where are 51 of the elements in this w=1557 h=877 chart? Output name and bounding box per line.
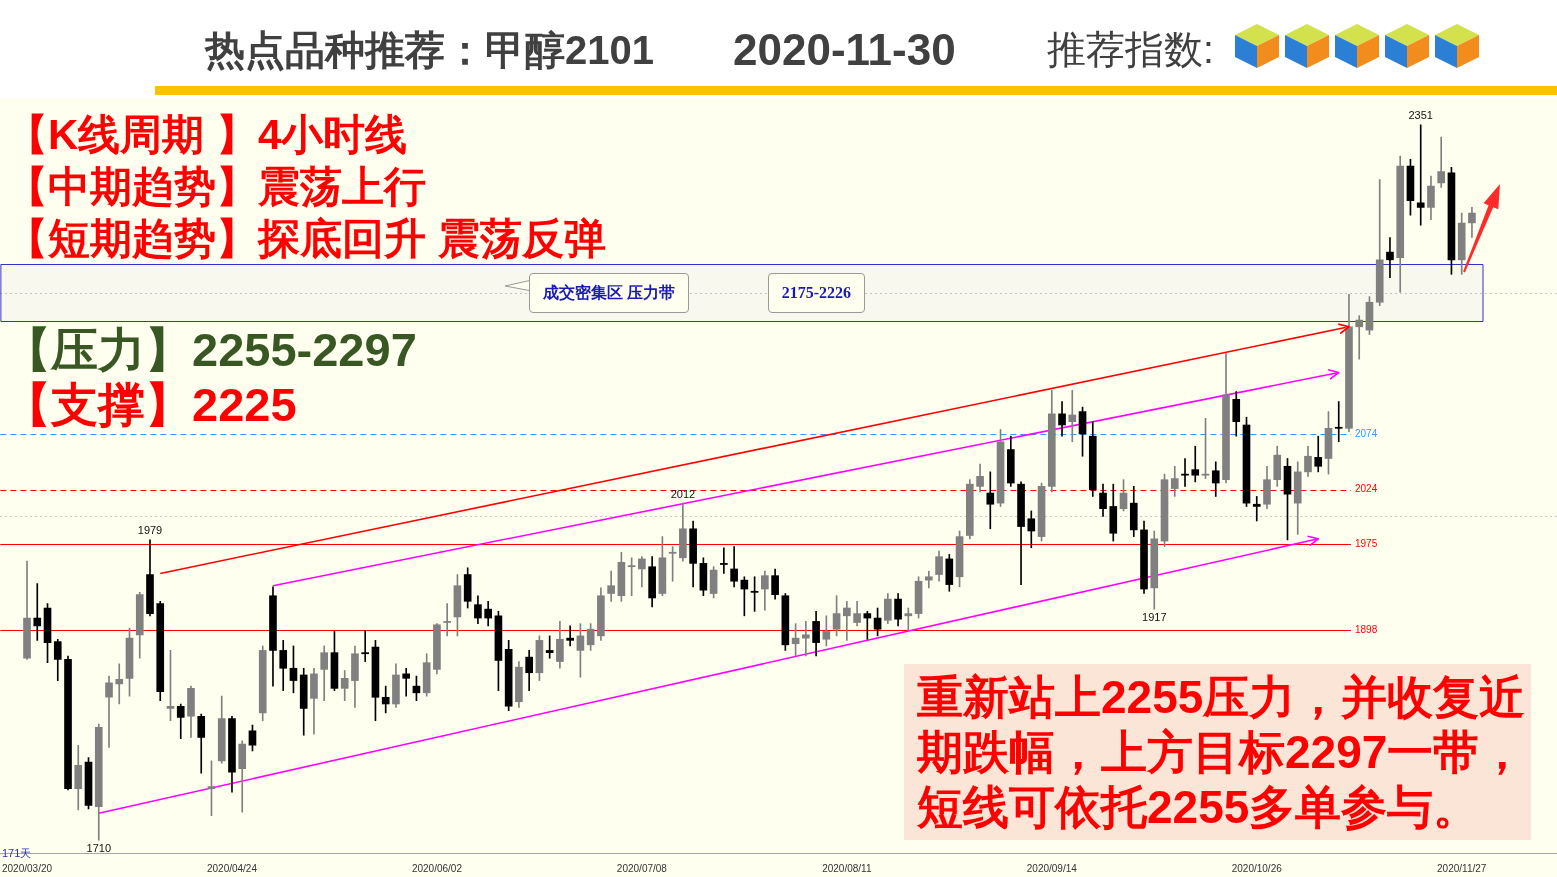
band-label: 成交密集区 压力带 bbox=[529, 272, 690, 313]
ref-line-label: 1898 bbox=[1354, 624, 1378, 636]
annotation: 2351 bbox=[1408, 109, 1433, 122]
annotation: 2175-2226 bbox=[767, 272, 866, 313]
candlestick bbox=[361, 630, 370, 662]
candlestick bbox=[1068, 390, 1077, 443]
candlestick bbox=[904, 607, 913, 631]
candlestick bbox=[1252, 496, 1261, 522]
chart-subtitle: 2020-11-30 bbox=[733, 25, 956, 75]
ref-line-label: 2074 bbox=[1354, 427, 1378, 439]
candlestick bbox=[1437, 136, 1446, 188]
x-tick-label: 2020/03/20 bbox=[1, 862, 53, 874]
candlestick bbox=[402, 667, 411, 697]
candlestick bbox=[33, 583, 42, 641]
annotation: 【短期趋势】探底回升 震荡反弹 bbox=[6, 215, 606, 263]
annotation: 【中期趋势】震荡上行 bbox=[6, 163, 426, 211]
candlestick bbox=[1191, 445, 1200, 483]
annotation: 1710 bbox=[86, 841, 111, 854]
annotation: 1917 bbox=[1142, 610, 1167, 623]
x-tick-label: 2020/11/27 bbox=[1437, 862, 1487, 874]
candlestick bbox=[802, 621, 810, 657]
candlestick bbox=[1355, 315, 1364, 360]
candlestick bbox=[843, 600, 851, 641]
text: 推荐指数: bbox=[1047, 27, 1214, 73]
candlestick bbox=[1416, 124, 1425, 226]
candlestick bbox=[443, 603, 452, 637]
annotation: 【压力】2255-2297 bbox=[4, 323, 417, 376]
ref-line-label: 1975 bbox=[1354, 538, 1378, 550]
candlestick bbox=[720, 547, 728, 574]
annotation: 重新站上2255压力，并收复近期跌幅，上方目标2297一带，短线可依托2255多单参与。 bbox=[904, 664, 1531, 840]
candlestick bbox=[1181, 458, 1189, 487]
annotation: 【K线周期 】4小时线 bbox=[6, 111, 408, 159]
candlestick bbox=[1334, 401, 1343, 443]
x-tick-label: 2020/09/14 bbox=[1026, 862, 1078, 874]
candlestick bbox=[924, 570, 933, 589]
annotation: 1979 bbox=[137, 524, 163, 537]
ref-line-label: 2024 bbox=[1354, 483, 1378, 495]
chart-title: 热点品种推荐：甲醇2101 bbox=[205, 27, 654, 73]
x-tick-label: 2020/06/02 bbox=[411, 862, 463, 874]
x-tick-label: 2020/04/24 bbox=[206, 862, 258, 874]
candlestick bbox=[105, 675, 113, 748]
x-tick-label: 2020/07/08 bbox=[616, 862, 668, 874]
annotation: 2012 bbox=[670, 487, 696, 500]
text: 171天 bbox=[2, 846, 32, 860]
candlestick bbox=[566, 625, 574, 647]
annotation: 【支撑】2225 bbox=[4, 378, 297, 431]
candlestick bbox=[115, 663, 124, 705]
x-tick-label: 2020/10/26 bbox=[1231, 862, 1283, 874]
x-tick-label: 2020/08/11 bbox=[822, 862, 872, 874]
candlestick bbox=[1386, 237, 1394, 279]
candlestick bbox=[986, 471, 995, 530]
